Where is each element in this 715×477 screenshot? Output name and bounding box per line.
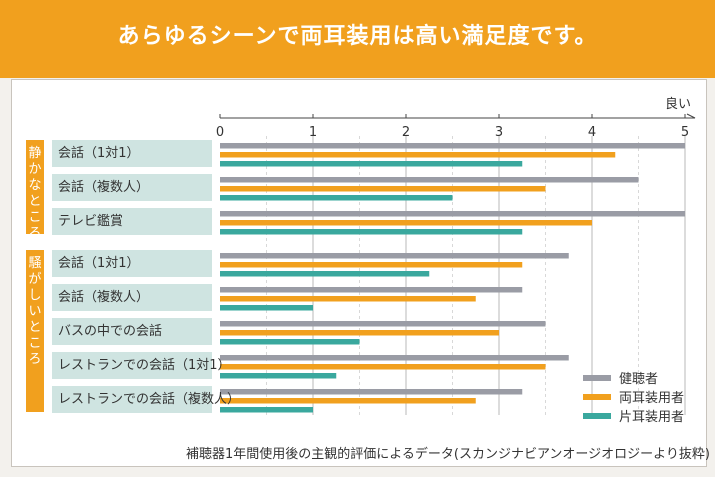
bar-monaural (220, 339, 360, 345)
bar-monaural (220, 305, 313, 311)
category-label: 会話（1対1） (52, 140, 212, 167)
legend-label: 片耳装用者 (619, 410, 685, 425)
legend-swatch (583, 374, 611, 381)
legend-item: 健聴者 (583, 369, 684, 387)
bar-binaural (220, 364, 546, 370)
bar-normal-hearing (220, 177, 639, 183)
category-label: 会話（1対1） (52, 250, 212, 277)
bar-normal-hearing (220, 143, 685, 149)
category-label: バスの中での会話 (52, 318, 212, 345)
bar-monaural (220, 161, 523, 167)
legend-label: 健聴者 (619, 372, 659, 387)
legend-swatch (583, 393, 611, 400)
category-label: テレビ鑑賞 (52, 208, 212, 235)
bar-monaural (220, 195, 453, 201)
bar-normal-hearing (220, 287, 523, 293)
bar-binaural (220, 220, 592, 226)
footnote: 補聴器1年間使用後の主観的評価によるデータ(スカンジナビアンオージオロジーより抜… (186, 447, 710, 462)
bar-normal-hearing (220, 211, 685, 217)
category-label: 会話（複数人） (52, 174, 212, 201)
bar-binaural (220, 262, 523, 268)
bar-monaural (220, 407, 313, 413)
axis-arrow-icon (686, 113, 696, 119)
x-tick-label: 1 (309, 125, 317, 140)
x-tick-label: 2 (402, 125, 410, 140)
group-label-noisy: 騒がしいところ (26, 250, 44, 412)
chart-title: あらゆるシーンで両耳装用は高い満足度です。 (117, 24, 598, 49)
legend-swatch (583, 412, 611, 419)
group-label-quiet: 静かなところ (26, 140, 44, 241)
x-tick-label: 5 (681, 125, 689, 140)
category-label: レストランでの会話（複数人） (52, 386, 240, 413)
bar-normal-hearing (220, 321, 546, 327)
category-label: レストランでの会話（1対1） (52, 352, 231, 379)
category-label: 会話（複数人） (52, 284, 212, 311)
axis-label: 良い (665, 96, 691, 112)
legend-item: 両耳装用者 (583, 388, 685, 406)
bar-monaural (220, 373, 337, 379)
bar-binaural (220, 296, 476, 302)
title-banner: あらゆるシーンで両耳装用は高い満足度です。 (0, 0, 715, 78)
bar-monaural (220, 271, 430, 277)
bar-normal-hearing (220, 253, 569, 259)
legend-label: 両耳装用者 (619, 391, 685, 406)
x-tick-label: 0 (216, 125, 224, 140)
chart-legend: 健聴者両耳装用者片耳装用者 (583, 369, 684, 426)
legend-item: 片耳装用者 (583, 407, 685, 425)
x-tick-label: 4 (588, 125, 596, 140)
bar-monaural (220, 229, 523, 235)
bar-binaural (220, 398, 476, 404)
bar-normal-hearing (220, 389, 523, 395)
bar-normal-hearing (220, 355, 569, 361)
bar-binaural (220, 152, 616, 158)
bar-binaural (220, 330, 499, 336)
x-tick-label: 3 (495, 125, 503, 140)
bar-binaural (220, 186, 546, 192)
